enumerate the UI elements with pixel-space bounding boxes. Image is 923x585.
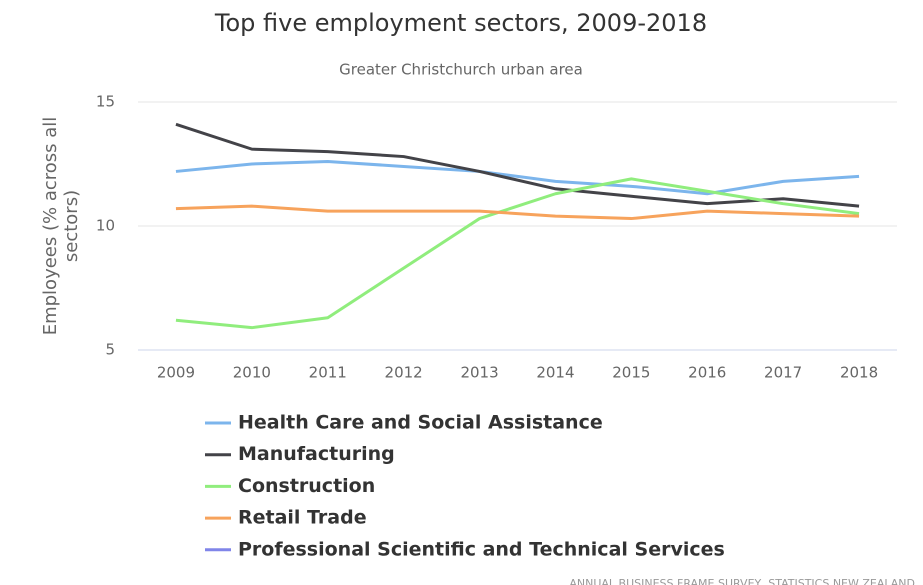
series-line xyxy=(175,122,860,208)
y-axis-label: Employees (% across all sectors) xyxy=(40,116,82,336)
x-tick-label: 2013 xyxy=(460,364,498,382)
series-line xyxy=(175,160,860,196)
y-tick-label: 5 xyxy=(105,341,115,359)
chart-subtitle: Greater Christchurch urban area xyxy=(339,61,583,79)
chart-title: Top five employment sectors, 2009-2018 xyxy=(214,9,707,37)
x-tick-label: 2010 xyxy=(233,364,271,382)
y-axis-label-box: Employees (% across all sectors) xyxy=(40,116,82,336)
legend-label[interactable]: Health Care and Social Assistance xyxy=(238,412,603,434)
series-line xyxy=(175,204,860,221)
x-tick-label: 2016 xyxy=(688,364,726,382)
credits: ANNUAL BUSINESS FRAME SURVEY, STATISTICS… xyxy=(569,577,915,585)
x-tick-label: 2018 xyxy=(840,364,878,382)
y-tick-label: 15 xyxy=(96,93,115,111)
x-tick-label: 2017 xyxy=(764,364,802,382)
x-tick-label: 2009 xyxy=(157,364,195,382)
y-tick-label: 10 xyxy=(96,217,115,235)
x-tick-label: 2011 xyxy=(309,364,347,382)
x-tick-label: 2012 xyxy=(385,364,423,382)
x-tick-label: 2015 xyxy=(612,364,650,382)
legend-label[interactable]: Construction xyxy=(238,475,375,497)
legend-label[interactable]: Professional Scientific and Technical Se… xyxy=(238,538,725,560)
legend-label[interactable]: Retail Trade xyxy=(238,507,367,529)
legend-label[interactable]: Manufacturing xyxy=(238,443,395,465)
x-tick-label: 2014 xyxy=(536,364,574,382)
series-line xyxy=(175,177,860,330)
